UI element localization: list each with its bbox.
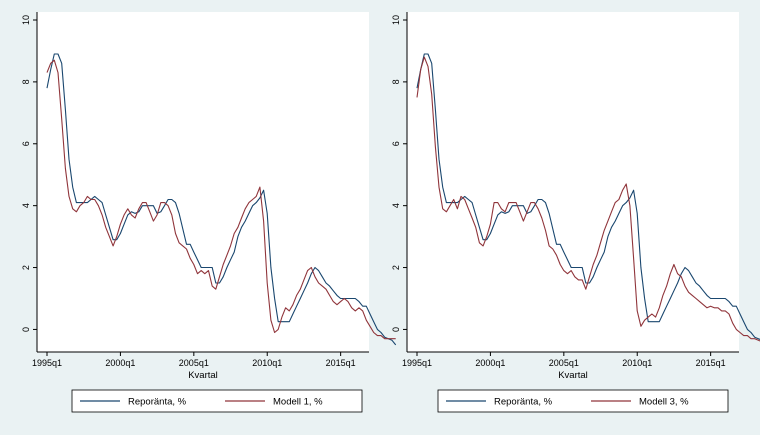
y-tick-label: 6: [21, 141, 31, 146]
series-line-1: [416, 53, 760, 341]
x-tick-label: 2010q1: [622, 358, 652, 368]
x-tick-label: 2000q1: [475, 358, 505, 368]
legend-label-2: Modell 1, %: [273, 397, 323, 408]
x-tick-label: 2005q1: [549, 358, 579, 368]
plot-area: [407, 12, 739, 352]
x-tick-label: 2015q1: [326, 358, 356, 368]
series-line-2: [416, 56, 760, 342]
plot-area: [37, 12, 369, 352]
x-tick-label: 2015q1: [696, 358, 726, 368]
x-axis-title: Kvartal: [558, 370, 588, 381]
x-tick-label: 2005q1: [179, 358, 209, 368]
legend-label-1: Reporänta, %: [494, 397, 553, 408]
y-tick-label: 0: [391, 327, 401, 332]
legend: Reporänta, % Modell 3, %: [437, 389, 729, 413]
y-tick-label: 8: [391, 79, 401, 84]
x-tick-label: 1995q1: [32, 358, 62, 368]
y-tick-label: 8: [21, 79, 31, 84]
chart-panels: 0 2 4 6 8 10 1995q1 2000q1 2005q1 2010q1 2015q1 Kva…: [21, 12, 760, 413]
y-tick-label: 6: [391, 141, 401, 146]
y-tick-label: 0: [21, 327, 31, 332]
y-tick-label: 10: [21, 15, 31, 25]
legend-box: [437, 389, 729, 413]
legend-label-2: Modell 3, %: [639, 397, 689, 408]
x-tick-label: 2000q1: [105, 358, 135, 368]
series-line-2: [46, 59, 396, 340]
y-tick-label: 4: [391, 203, 401, 208]
legend-box: [71, 389, 363, 413]
x-tick-label: 1995q1: [402, 358, 432, 368]
series-line-1: [46, 53, 397, 346]
y-tick-label: 2: [21, 265, 31, 270]
x-axis-title: Kvartal: [188, 370, 218, 381]
y-tick-label: 2: [391, 265, 401, 270]
legend: Reporänta, % Modell 1, %: [71, 389, 363, 413]
x-tick-label: 2010q1: [252, 358, 282, 368]
chart-panel-1: 0 2 4 6 8 10 1995q1 2000q1 2005q1 2010q1 2015q1 Kva…: [21, 12, 397, 413]
chart-panel-2: 0 2 4 6 8 10 1995q1 2000q1 2005q1 2010q1 2015q1 Kva…: [391, 12, 760, 413]
legend-label-1: Reporänta, %: [128, 397, 187, 408]
y-tick-label: 4: [21, 203, 31, 208]
y-tick-label: 10: [391, 15, 401, 25]
